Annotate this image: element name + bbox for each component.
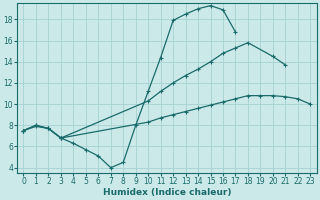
X-axis label: Humidex (Indice chaleur): Humidex (Indice chaleur)	[103, 188, 231, 197]
